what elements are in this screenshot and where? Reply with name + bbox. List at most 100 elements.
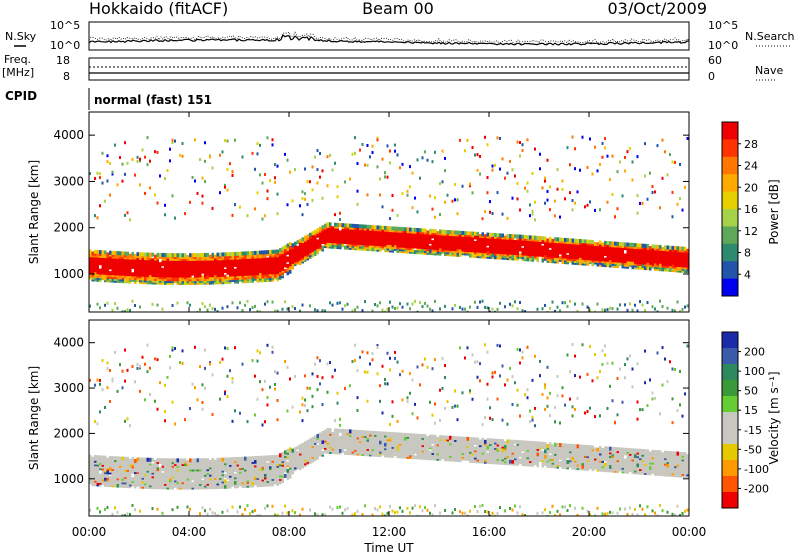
velocity-cell: [136, 366, 139, 370]
power-cell: [371, 309, 374, 312]
power-cell: [164, 213, 166, 217]
power-cell: [616, 256, 619, 261]
power-cell: [239, 251, 242, 256]
power-cell: [439, 307, 441, 311]
power-cell: [544, 176, 546, 180]
power-cell: [159, 252, 162, 257]
velocity-cell: [106, 470, 109, 475]
power-cell: [496, 191, 499, 195]
power-cell: [391, 233, 394, 238]
power-cell: [416, 310, 419, 312]
power-cell: [144, 263, 147, 268]
power-cell: [669, 249, 672, 254]
power-cell: [164, 260, 167, 265]
power-cell: [299, 242, 302, 247]
power-cell: [266, 250, 269, 255]
power-cell: [474, 231, 477, 236]
power-cell: [506, 233, 509, 238]
power-cell: [469, 305, 471, 309]
power-cell: [186, 266, 189, 271]
power-cell: [99, 176, 101, 180]
power-cell: [581, 259, 584, 264]
power-cell: [339, 243, 342, 248]
power-cell: [354, 233, 357, 238]
velocity-cell: [136, 362, 139, 366]
power-cell: [114, 251, 117, 256]
velocity-cell: [194, 458, 197, 463]
power-cell: [256, 142, 259, 146]
power-cell: [126, 275, 129, 280]
power-cell: [519, 208, 521, 212]
power-cell: [559, 256, 562, 261]
power-cell: [419, 228, 422, 233]
power-cell: [201, 256, 204, 261]
power-cell: [214, 307, 216, 311]
velocity-cell: [121, 456, 124, 461]
power-cell: [416, 228, 419, 233]
power-cell: [431, 228, 434, 233]
power-cell: [564, 301, 566, 305]
power-cell: [621, 194, 624, 198]
power-cell: [434, 229, 437, 234]
power-cell: [174, 216, 176, 220]
velocity-cell: [254, 456, 257, 461]
power-cell: [454, 247, 457, 252]
power-cell: [166, 169, 169, 173]
power-cell: [294, 168, 296, 172]
power-cell: [469, 231, 472, 236]
power-cell: [309, 245, 312, 250]
power-cell: [674, 246, 677, 251]
power-cell: [264, 253, 267, 258]
power-cell: [339, 301, 341, 305]
power-cell: [234, 251, 237, 256]
velocity-cell: [151, 507, 154, 511]
power-cell: [211, 263, 214, 268]
power-cell: [139, 252, 142, 257]
power-cell: [381, 308, 384, 312]
power-cell: [686, 304, 689, 308]
velocity-cell: [171, 481, 174, 486]
power-cell: [566, 238, 569, 243]
velocity-cell: [211, 472, 214, 477]
power-cell: [554, 309, 556, 312]
power-cell: [526, 189, 529, 193]
velocity-cell: [241, 456, 244, 461]
power-cell: [511, 168, 514, 172]
power-cell: [244, 303, 246, 307]
power-cell: [291, 243, 294, 248]
velocity-cell: [89, 454, 92, 459]
power-cell: [104, 303, 106, 307]
velocity-cell: [111, 456, 114, 461]
power-cell: [156, 252, 159, 257]
velocity-cell: [301, 403, 304, 407]
power-cell: [479, 233, 482, 238]
power-cell: [629, 302, 631, 306]
power-cell: [204, 252, 207, 257]
power-cell: [231, 213, 234, 217]
power-cell: [224, 185, 226, 189]
velocity-cell: [229, 480, 232, 485]
velocity-cell: [221, 357, 224, 361]
velocity-cell: [239, 411, 241, 415]
velocity-cell: [134, 508, 136, 512]
power-cell: [659, 250, 662, 255]
noise-right-top: 10^5: [708, 19, 738, 32]
velocity-cell: [249, 483, 252, 488]
power-cell: [239, 205, 241, 209]
velocity-cell: [201, 479, 204, 484]
power-cell: [686, 248, 689, 253]
velocity-cell: [136, 462, 139, 467]
power-cell: [489, 232, 492, 237]
power-cell: [686, 252, 689, 257]
power-cell: [654, 244, 657, 249]
power-cell: [674, 160, 676, 164]
velocity-cell: [264, 464, 267, 469]
power-cell: [544, 243, 547, 248]
velocity-cell: [199, 461, 202, 466]
velocity-cell: [221, 457, 224, 462]
velocity-cell: [264, 420, 266, 424]
power-cell: [386, 240, 389, 245]
power-cell: [421, 248, 424, 253]
power-cell: [354, 136, 356, 140]
power-cell: [299, 204, 301, 208]
